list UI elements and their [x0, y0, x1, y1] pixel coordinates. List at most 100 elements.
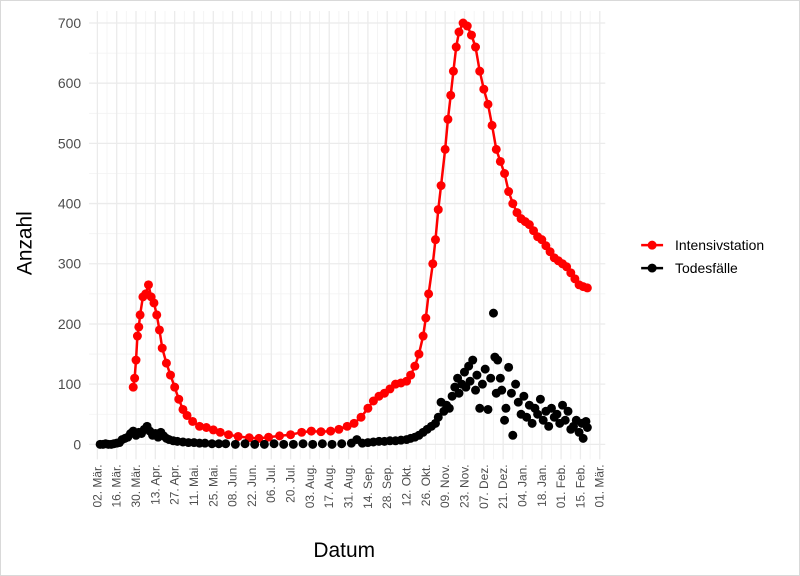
data-point-intensivstation	[448, 66, 458, 76]
data-point-intensivstation	[342, 421, 352, 431]
x-tick-label: 21. Dez.	[496, 464, 510, 508]
x-axis-title: Datum	[313, 539, 375, 562]
data-point-intensivstation	[487, 120, 497, 130]
data-point-intensivstation	[154, 325, 164, 335]
data-point-todesfaelle	[250, 439, 260, 449]
data-point-intensivstation	[466, 30, 476, 40]
data-point-todesfaelle	[504, 362, 514, 372]
data-point-intensivstation	[363, 403, 373, 413]
data-point-intensivstation	[208, 425, 218, 435]
data-point-intensivstation	[152, 310, 162, 320]
data-point-todesfaelle	[582, 423, 592, 432]
data-point-intensivstation	[479, 84, 489, 94]
data-point-intensivstation	[334, 424, 344, 434]
data-point-todesfaelle	[447, 391, 457, 401]
data-point-intensivstation	[471, 42, 481, 52]
data-point-intensivstation	[157, 343, 167, 353]
data-point-todesfaelle	[533, 409, 543, 419]
data-point-todesfaelle	[558, 400, 568, 410]
data-point-intensivstation	[297, 427, 307, 437]
data-point-todesfaelle	[298, 439, 308, 449]
x-tick-label: 11. Mai.	[187, 464, 201, 506]
data-point-intensivstation	[233, 431, 243, 441]
data-point-todesfaelle	[240, 439, 250, 449]
data-point-todesfaelle	[269, 439, 279, 449]
x-tick-label: 23. Nov.	[457, 464, 471, 508]
data-point-todesfaelle	[578, 433, 588, 443]
data-point-todesfaelle	[511, 379, 521, 389]
data-point-intensivstation	[451, 42, 461, 52]
data-point-todesfaelle	[475, 403, 485, 413]
data-point-intensivstation	[326, 426, 336, 436]
data-point-intensivstation	[264, 432, 274, 442]
data-point-intensivstation	[356, 412, 366, 422]
data-point-todesfaelle	[486, 373, 496, 383]
grid	[89, 10, 606, 460]
data-point-todesfaelle	[214, 439, 224, 449]
data-point-todesfaelle	[471, 385, 481, 395]
legend-marker-intensivstation	[647, 240, 657, 250]
data-point-intensivstation	[491, 144, 501, 154]
x-tick-label: 16. Mär.	[110, 464, 124, 507]
y-tick-label: 600	[58, 75, 82, 91]
x-tick-label: 31. Aug.	[342, 464, 356, 508]
data-point-todesfaelle	[560, 415, 570, 425]
data-point-intensivstation	[414, 349, 424, 359]
data-point-todesfaelle	[317, 439, 327, 449]
data-point-intensivstation	[454, 27, 464, 37]
data-point-todesfaelle	[259, 439, 269, 449]
x-tick-label: 01. Mär.	[593, 464, 607, 507]
data-point-intensivstation	[483, 99, 493, 109]
data-point-intensivstation	[143, 280, 153, 290]
data-point-intensivstation	[462, 21, 472, 31]
data-point-intensivstation	[135, 310, 145, 320]
data-point-todesfaelle	[501, 403, 511, 413]
data-point-intensivstation	[433, 205, 443, 215]
data-point-todesfaelle	[230, 439, 240, 449]
data-point-todesfaelle	[488, 308, 498, 318]
data-point-intensivstation	[440, 144, 450, 154]
x-tick-label: 20. Jul.	[284, 464, 298, 503]
series-intensivstation	[128, 18, 592, 443]
x-tick-label: 08. Jun.	[226, 464, 240, 506]
data-point-intensivstation	[508, 199, 518, 209]
data-point-intensivstation	[504, 187, 514, 197]
data-point-intensivstation	[406, 370, 416, 380]
data-point-intensivstation	[316, 427, 326, 437]
x-tick-label: 30. Mär.	[129, 464, 143, 507]
data-point-todesfaelle	[508, 430, 518, 440]
y-axis-ticks: 0 100 200 300 400 500 600 700	[58, 15, 82, 452]
x-tick-label: 22. Jun.	[245, 464, 259, 506]
data-point-intensivstation	[418, 331, 428, 341]
data-point-intensivstation	[170, 382, 180, 392]
data-point-todesfaelle	[493, 355, 503, 365]
data-point-intensivstation	[410, 361, 420, 371]
data-point-intensivstation	[166, 370, 175, 380]
data-point-todesfaelle	[433, 412, 443, 422]
data-series	[95, 18, 592, 449]
series-todesfaelle	[95, 308, 592, 449]
y-tick-label: 400	[58, 196, 82, 212]
data-point-todesfaelle	[477, 379, 487, 389]
data-point-todesfaelle	[200, 438, 210, 448]
x-axis-ticks: 02. Mär. 16. Mär. 30. Mär. 13. Apr. 27. Apr.…	[90, 464, 606, 508]
x-tick-label: 12. Okt.	[400, 464, 414, 506]
y-tick-label: 0	[73, 436, 81, 452]
data-point-todesfaelle	[552, 409, 562, 419]
data-point-intensivstation	[436, 181, 446, 191]
data-point-intensivstation	[424, 289, 434, 299]
data-point-intensivstation	[475, 66, 485, 76]
data-point-todesfaelle	[279, 439, 289, 449]
data-point-intensivstation	[443, 114, 453, 124]
x-tick-label: 01. Feb.	[554, 464, 568, 508]
x-tick-label: 06. Jul.	[264, 464, 278, 503]
data-point-intensivstation	[134, 322, 144, 332]
legend-item-intensivstation: Intensivstation	[641, 237, 764, 253]
data-point-intensivstation	[582, 283, 592, 293]
y-axis-title: Anzahl	[13, 211, 36, 275]
data-point-todesfaelle	[513, 397, 523, 407]
y-tick-label: 300	[58, 256, 82, 272]
data-point-todesfaelle	[527, 418, 537, 428]
data-point-todesfaelle	[483, 404, 493, 414]
